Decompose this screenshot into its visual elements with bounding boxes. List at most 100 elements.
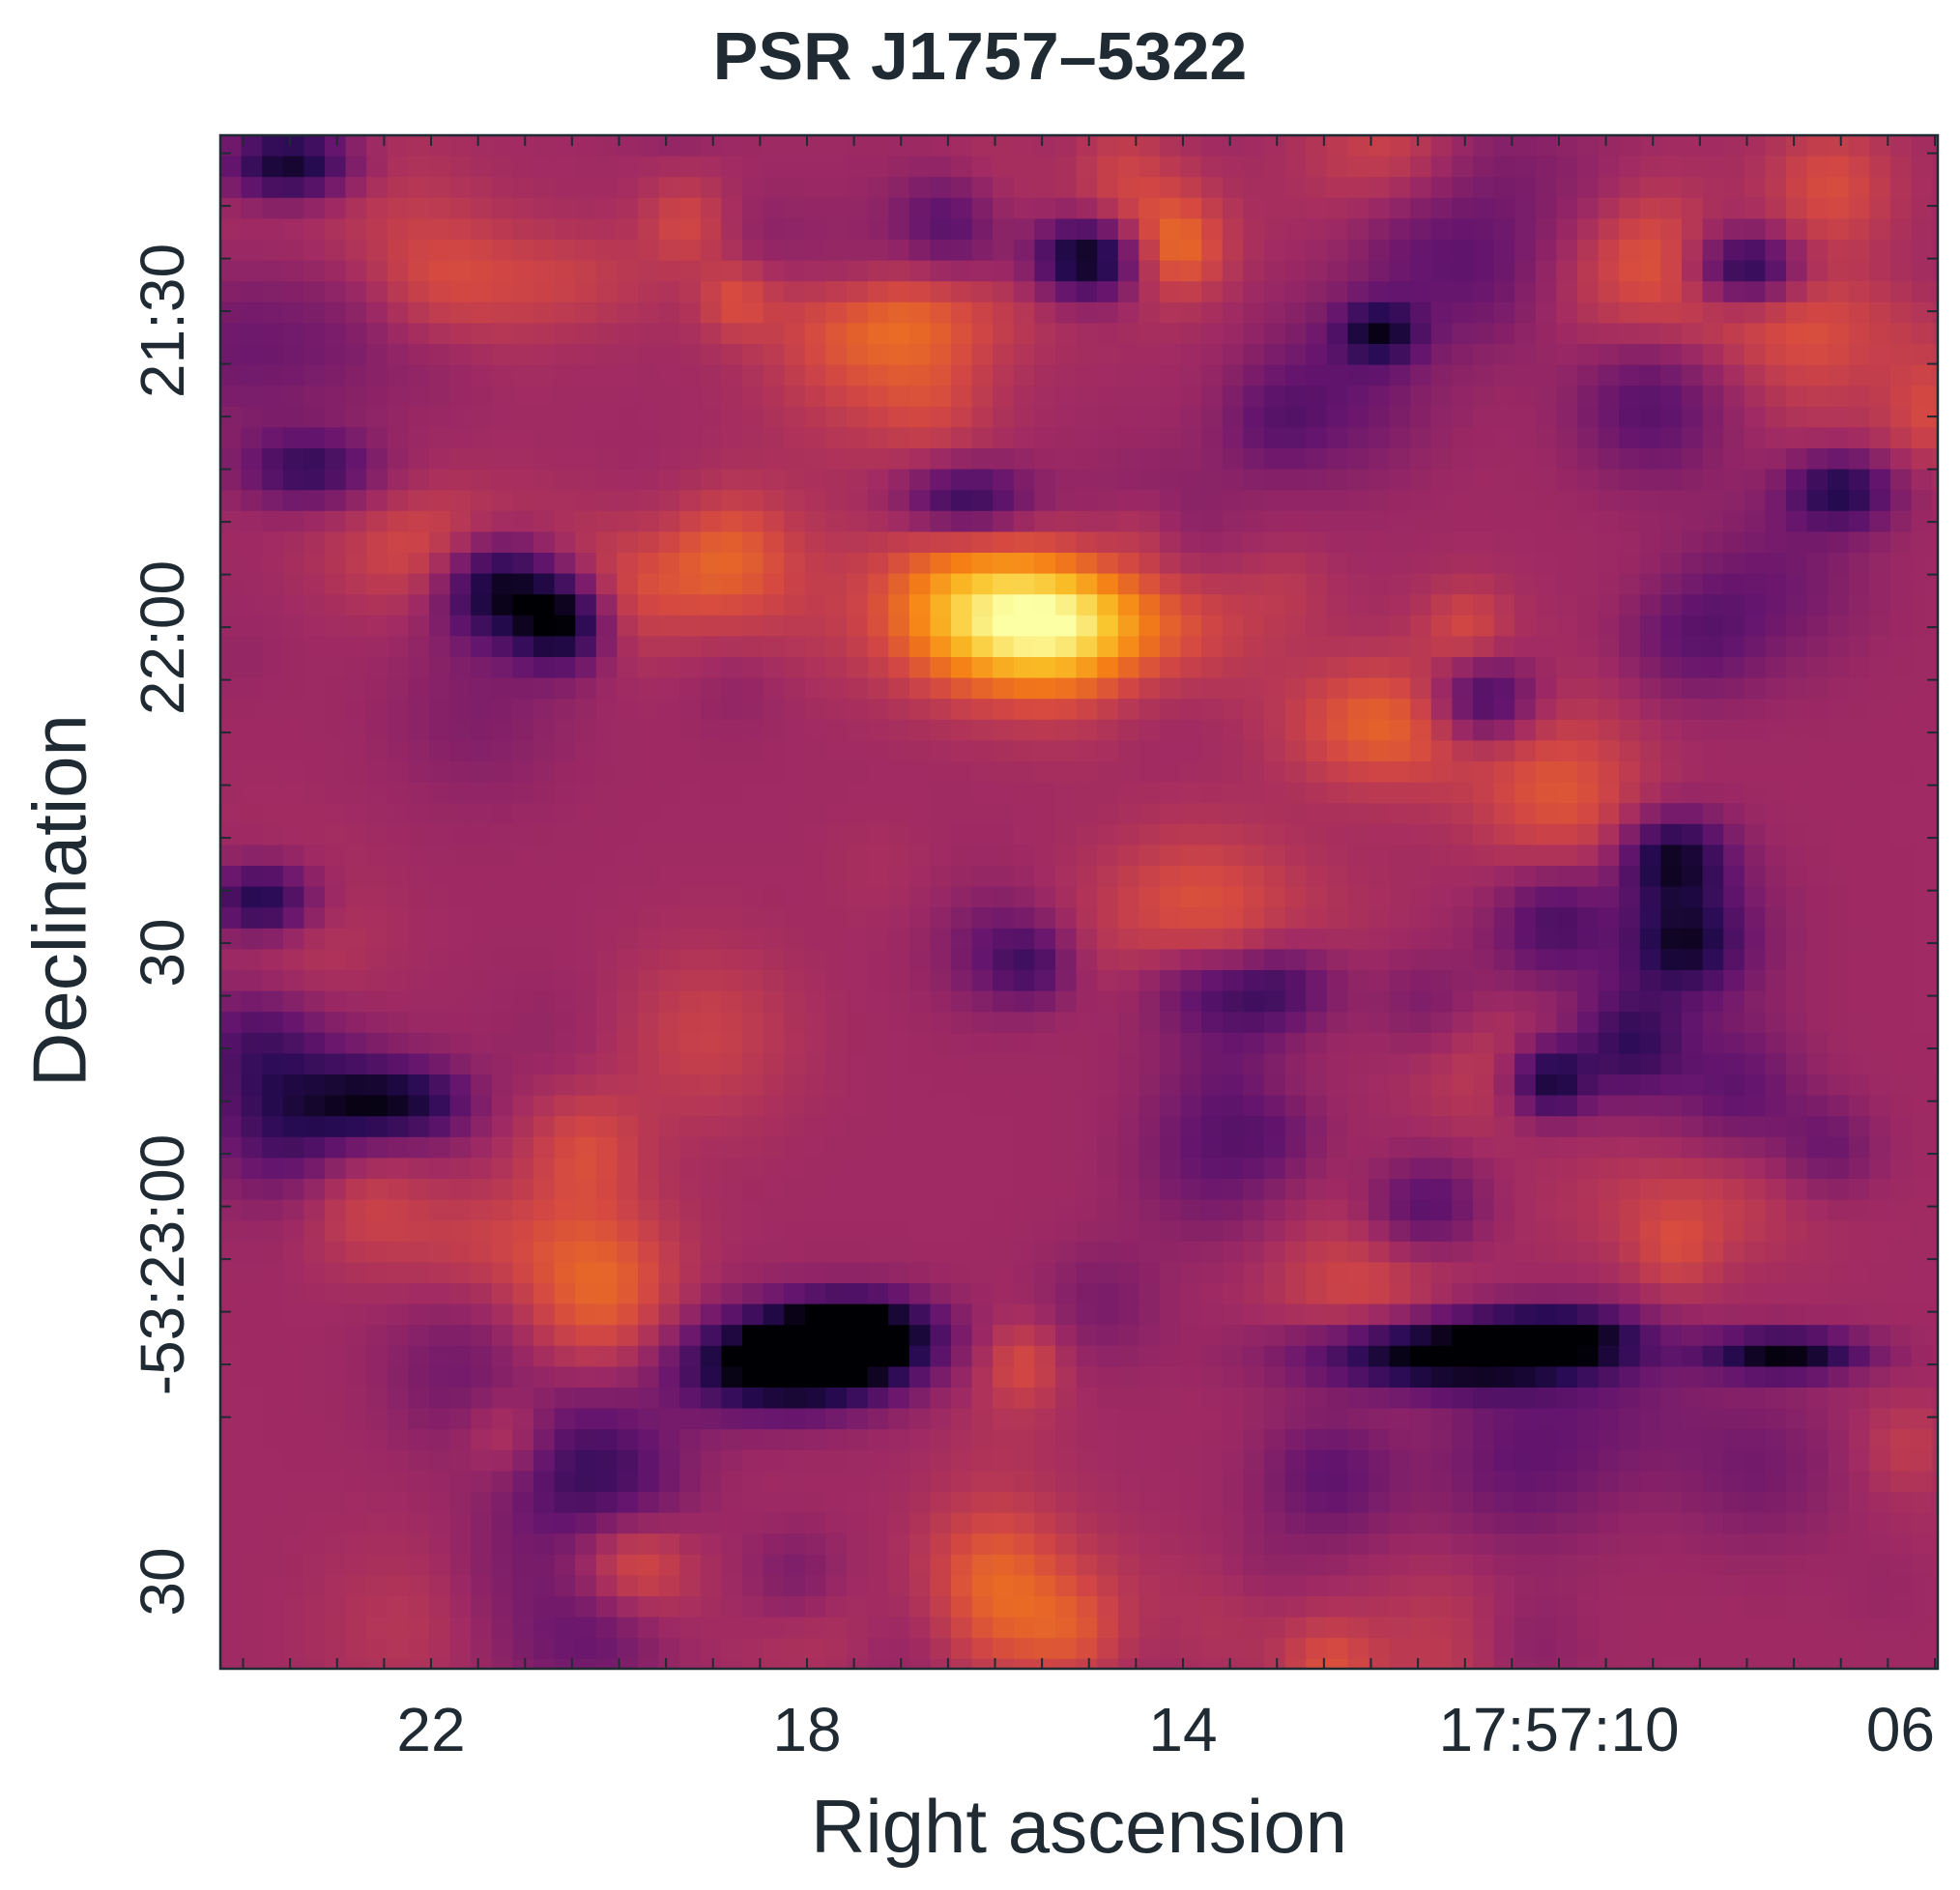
heatmap-cell [1806, 386, 1829, 408]
heatmap-cell [1723, 1220, 1745, 1243]
heatmap-cell [1577, 1366, 1600, 1389]
heatmap-cell [971, 1262, 994, 1284]
heatmap-cell [825, 364, 848, 387]
heatmap-cell [1619, 364, 1641, 387]
heatmap-cell [867, 364, 889, 387]
heatmap-cell [1514, 1262, 1537, 1284]
heatmap-cell [1347, 1012, 1369, 1034]
heatmap-cell [449, 301, 472, 324]
heatmap-cell [387, 427, 409, 449]
heatmap-cell [742, 657, 764, 679]
heatmap-cell [512, 677, 534, 700]
heatmap-cell [345, 1074, 367, 1097]
heatmap-cell [951, 1366, 973, 1389]
heatmap-cell [220, 928, 243, 950]
heatmap-cell [1326, 364, 1348, 387]
heatmap-cell [1369, 364, 1391, 387]
heatmap-cell [1535, 990, 1557, 1013]
heatmap-cell [1264, 657, 1286, 679]
heatmap-cell [1389, 636, 1411, 658]
heatmap-cell [1828, 928, 1850, 950]
heatmap-cell [1430, 1366, 1453, 1389]
heatmap-cell [1473, 218, 1495, 241]
heatmap-cell [1660, 1345, 1683, 1367]
heatmap-cell [658, 1366, 680, 1389]
heatmap-cell [1410, 1241, 1432, 1263]
heatmap-cell [1034, 1241, 1056, 1263]
heatmap-cell [888, 1241, 910, 1263]
heatmap-cell [784, 1220, 806, 1243]
heatmap-cell [993, 386, 1015, 408]
heatmap-cell [1452, 970, 1474, 992]
heatmap-cell [471, 845, 493, 867]
heatmap-cell [1890, 1325, 1913, 1347]
heatmap-cell [1577, 782, 1600, 804]
heatmap-cell [1243, 1325, 1265, 1347]
heatmap-cell [1326, 281, 1348, 303]
heatmap-cell [867, 469, 889, 491]
heatmap-cell [658, 677, 680, 700]
heatmap-cell [908, 177, 931, 199]
heatmap-cell [721, 949, 743, 971]
heatmap-cell [1430, 573, 1453, 595]
heatmap-cell [1306, 427, 1328, 449]
heatmap-cell [1702, 1116, 1724, 1138]
heatmap-cell [387, 1074, 409, 1097]
heatmap-cell [1828, 427, 1850, 449]
heatmap-cell [220, 990, 243, 1013]
heatmap-cell [1723, 1199, 1745, 1221]
heatmap-cell [366, 448, 389, 471]
heatmap-cell [303, 970, 326, 992]
heatmap-cell [1347, 323, 1369, 345]
heatmap-cell [1598, 364, 1620, 387]
heatmap-cell [804, 427, 826, 449]
heatmap-cell [471, 386, 493, 408]
heatmap-cell [908, 1053, 931, 1075]
heatmap-cell [1389, 281, 1411, 303]
heatmap-cell [1410, 197, 1432, 219]
heatmap-cell [1682, 1325, 1704, 1347]
heatmap-cell [1911, 1136, 1933, 1159]
heatmap-cell [971, 761, 994, 784]
heatmap-cell [1243, 907, 1265, 930]
heatmap-cell [930, 301, 952, 324]
heatmap-cell [1410, 260, 1432, 282]
heatmap-cell [721, 156, 743, 178]
heatmap-cell [1932, 386, 1939, 408]
heatmap-cell [1911, 197, 1933, 219]
heatmap-cell [1514, 949, 1537, 971]
heatmap-cell [325, 156, 347, 178]
heatmap-cell [325, 949, 347, 971]
heatmap-cell [1034, 803, 1056, 825]
heatmap-cell [638, 803, 660, 825]
heatmap-cell [1619, 1303, 1641, 1326]
heatmap-cell [1702, 427, 1724, 449]
heatmap-cell [867, 803, 889, 825]
heatmap-cell [533, 1345, 556, 1367]
heatmap-cell [1493, 553, 1515, 575]
heatmap-cell [700, 218, 722, 241]
heatmap-cell [1765, 1012, 1787, 1034]
heatmap-cell [1932, 240, 1939, 262]
heatmap-cell [1577, 928, 1600, 950]
heatmap-cell [993, 886, 1015, 908]
heatmap-cell [721, 1074, 743, 1097]
heatmap-cell [1306, 1325, 1328, 1347]
heatmap-cell [1535, 1074, 1557, 1097]
heatmap-cell [1890, 386, 1913, 408]
heatmap-cell [784, 1136, 806, 1159]
heatmap-cell [804, 406, 826, 428]
heatmap-cell [888, 1158, 910, 1180]
heatmap-cell [1326, 1262, 1348, 1284]
heatmap-cell [1786, 301, 1808, 324]
heatmap-cell [1284, 1262, 1307, 1284]
heatmap-cell [679, 1074, 702, 1097]
heatmap-cell [491, 386, 513, 408]
heatmap-cell [1097, 323, 1119, 345]
heatmap-cell [658, 469, 680, 491]
heatmap-cell [1723, 1116, 1745, 1138]
heatmap-cell [1117, 719, 1139, 741]
heatmap-cell [282, 386, 304, 408]
heatmap-cell [1723, 386, 1745, 408]
heatmap-cell [1139, 490, 1161, 512]
